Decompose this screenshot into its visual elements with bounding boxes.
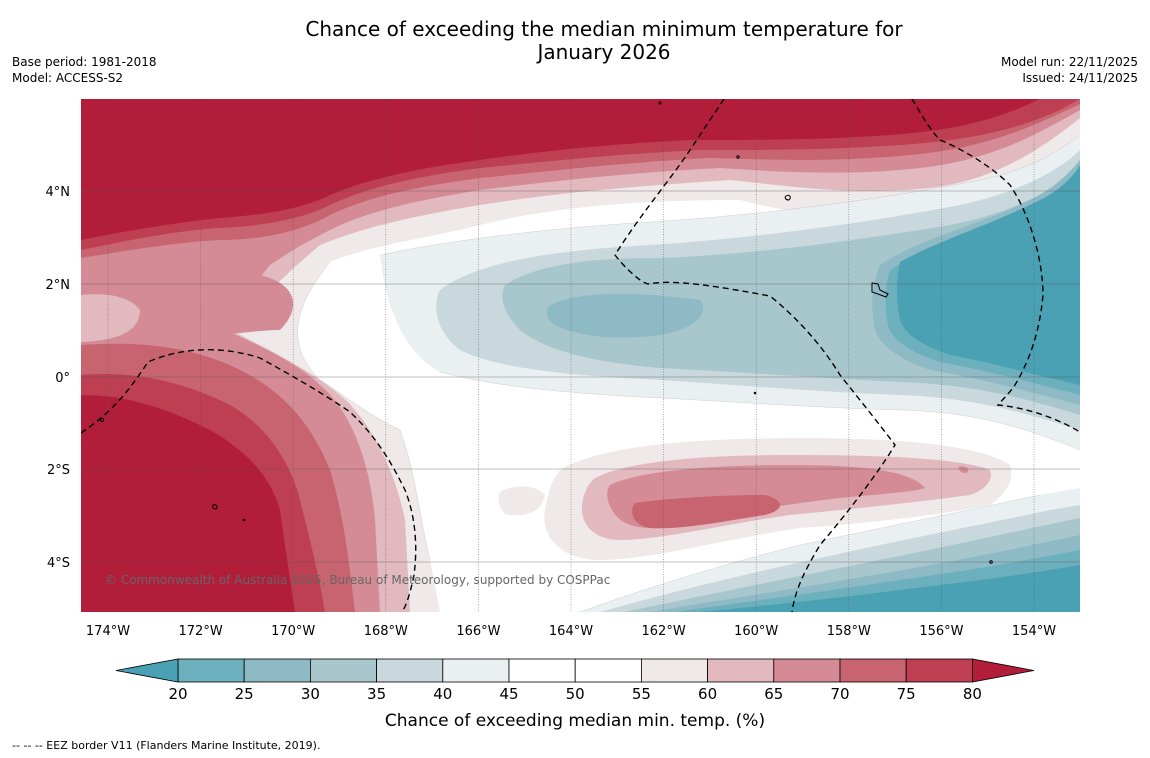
colorbar-tick-label: 20 — [168, 685, 187, 703]
longitude-labels: 174°W 172°W 170°W 168°W 166°W 164°W 162°W 160°W… — [86, 624, 1056, 639]
colorbar-bin — [243, 658, 311, 683]
latitude-labels: 4°N 2°N 0° 2°S 4°S — [46, 185, 71, 571]
issued-date: Issued: 24/11/2025 — [1022, 71, 1138, 85]
contour-north-80 — [81, 99, 1040, 612]
base-period: Base period: 1981-2018 — [12, 55, 157, 69]
colorbar-extend-high — [972, 658, 1035, 683]
lon-label: 156°W — [919, 624, 963, 639]
island-north — [658, 101, 662, 105]
colorbar-bin — [177, 658, 245, 683]
island-north-2 — [736, 155, 740, 159]
contour-west-60 — [81, 294, 140, 342]
colorbar-tick-label: 75 — [897, 685, 916, 703]
island-tokelau — [871, 282, 889, 298]
colorbar-tick-label: 65 — [764, 685, 783, 703]
contour-patch-40 — [498, 486, 545, 516]
islands — [100, 101, 993, 564]
colorbar-bin — [773, 658, 841, 683]
lat-label: 2°N — [46, 278, 71, 293]
lon-label: 170°W — [271, 624, 315, 639]
lon-label: 160°W — [734, 624, 778, 639]
colorbar-bin — [574, 658, 642, 683]
colorbar-bin — [442, 658, 510, 683]
copyright-text: © Commonwealth of Australia 2025, Bureau… — [105, 573, 610, 587]
contour-tongue-70 — [632, 495, 780, 529]
colorbar-tick-label: 40 — [433, 685, 452, 703]
contour-patch-east — [958, 466, 969, 473]
colorbar-tick-label: 60 — [698, 685, 717, 703]
island-samoa — [212, 504, 218, 510]
lon-label: 166°W — [456, 624, 500, 639]
colorbar-tick-label: 30 — [301, 685, 320, 703]
colorbar-title: Chance of exceeding median min. temp. (%… — [385, 711, 765, 731]
meta-right: Model run: 22/11/2025 Issued: 24/11/2025 — [1001, 54, 1138, 86]
colorbar-extend-low — [115, 658, 179, 683]
colorbar-bin — [309, 658, 377, 683]
map-title: Chance of exceeding the median minimum t… — [0, 18, 1150, 64]
colorbar-tick-label: 55 — [632, 685, 651, 703]
island-centre — [753, 391, 757, 395]
contour-north-70 — [81, 99, 1080, 612]
colorbar-tick-label: 35 — [367, 685, 386, 703]
lon-label: 172°W — [179, 624, 223, 639]
colorbar-bin — [707, 658, 775, 683]
lon-label: 158°W — [827, 624, 871, 639]
lat-label: 4°S — [47, 556, 70, 571]
island-south-east — [989, 560, 993, 564]
lon-label: 162°W — [642, 624, 686, 639]
lat-label: 2°S — [47, 463, 70, 478]
colorbar-tick-label: 70 — [830, 685, 849, 703]
lon-label: 154°W — [1012, 624, 1056, 639]
title-line-2: January 2026 — [537, 40, 671, 64]
colorbar-tick-label: 80 — [963, 685, 982, 703]
lat-label: 0° — [55, 371, 70, 386]
island-west — [100, 418, 104, 422]
contour-field — [81, 99, 1080, 612]
eez-legend-note: -- -- -- EEZ border V11 (Flanders Marine… — [12, 739, 321, 752]
colorbar-bin — [905, 658, 973, 683]
colorbar-tick-label: 50 — [566, 685, 585, 703]
lat-label: 4°N — [46, 185, 71, 200]
model-name: Model: ACCESS-S2 — [12, 71, 124, 85]
lon-label: 174°W — [86, 624, 130, 639]
colorbar-bin — [839, 658, 907, 683]
colorbar-bin — [641, 658, 709, 683]
eez-east — [911, 99, 1080, 433]
graticule — [81, 99, 1080, 612]
island-sw — [242, 518, 246, 522]
island-swains — [784, 194, 791, 201]
contour-south-below20 — [700, 565, 1080, 612]
colorbar-tick-label: 45 — [499, 685, 518, 703]
title-line-1: Chance of exceeding the median minimum t… — [305, 17, 903, 41]
eez-border — [81, 99, 1080, 612]
meta-left: Base period: 1981-2018 Model: ACCESS-S2 — [12, 54, 157, 86]
eez-central — [614, 99, 896, 612]
lon-label: 168°W — [364, 624, 408, 639]
colorbar-bin — [376, 658, 444, 683]
model-run: Model run: 22/11/2025 — [1000, 55, 1138, 69]
colorbar-bin — [508, 658, 576, 683]
colorbar: 20 25 30 35 40 45 50 55 60 65 70 75 80 — [115, 658, 1035, 703]
eez-west — [81, 349, 417, 612]
lon-label: 164°W — [549, 624, 593, 639]
contour-cool-25 — [546, 293, 704, 338]
colorbar-tick-label: 25 — [235, 685, 254, 703]
